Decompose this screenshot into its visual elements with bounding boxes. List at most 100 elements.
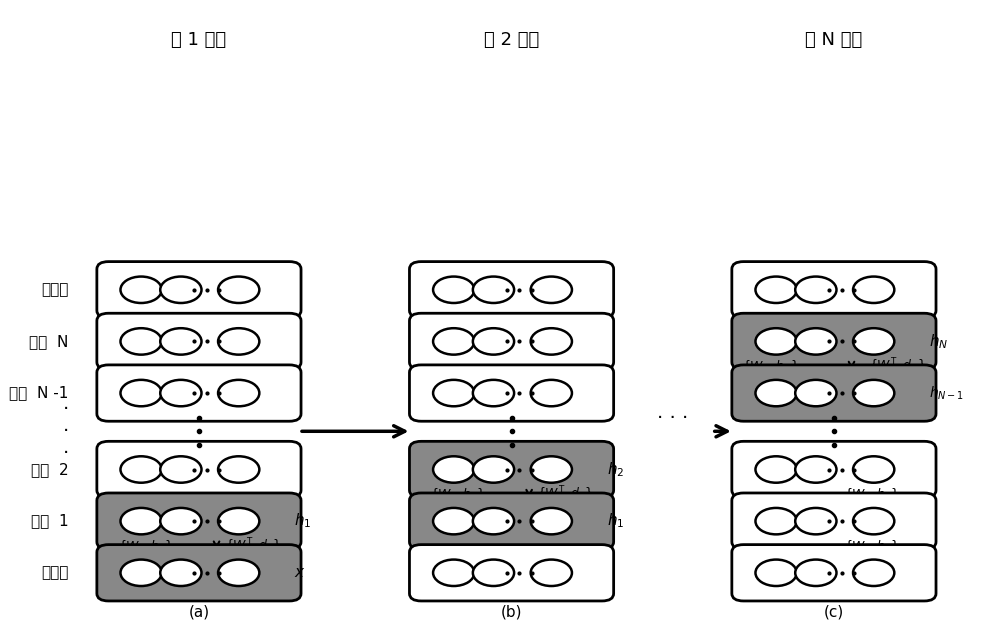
Circle shape xyxy=(160,328,202,355)
Text: 隐层  N: 隐层 N xyxy=(29,334,69,349)
FancyBboxPatch shape xyxy=(732,493,936,550)
Circle shape xyxy=(473,380,514,406)
Text: (a): (a) xyxy=(188,605,210,620)
Circle shape xyxy=(755,277,797,303)
Circle shape xyxy=(795,508,836,535)
FancyBboxPatch shape xyxy=(732,545,936,601)
Text: $\{W_2,b_2\}$: $\{W_2,b_2\}$ xyxy=(430,487,485,503)
Circle shape xyxy=(433,560,474,586)
FancyBboxPatch shape xyxy=(732,313,936,369)
Circle shape xyxy=(120,456,162,483)
Circle shape xyxy=(531,456,572,483)
Circle shape xyxy=(473,508,514,535)
Circle shape xyxy=(853,380,894,406)
Text: $\{W_1,b_1\}$: $\{W_1,b_1\}$ xyxy=(484,550,539,566)
Text: $\{W_1^\mathrm{T},d_1\}$: $\{W_1^\mathrm{T},d_1\}$ xyxy=(225,537,280,557)
Circle shape xyxy=(755,560,797,586)
Text: $\{W_N,b_N\}$: $\{W_N,b_N\}$ xyxy=(742,359,799,376)
FancyBboxPatch shape xyxy=(732,262,936,318)
Circle shape xyxy=(120,277,162,303)
Circle shape xyxy=(531,508,572,535)
Text: 第 2 步：: 第 2 步： xyxy=(484,31,539,49)
Circle shape xyxy=(755,328,797,355)
FancyBboxPatch shape xyxy=(97,493,301,550)
Circle shape xyxy=(160,456,202,483)
Circle shape xyxy=(120,508,162,535)
Circle shape xyxy=(433,456,474,483)
Text: $x$: $x$ xyxy=(294,565,306,580)
Circle shape xyxy=(160,508,202,535)
Circle shape xyxy=(531,560,572,586)
Circle shape xyxy=(160,380,202,406)
Text: (c): (c) xyxy=(824,605,844,620)
Text: 隐层  N -1: 隐层 N -1 xyxy=(9,386,69,401)
FancyBboxPatch shape xyxy=(97,545,301,601)
Circle shape xyxy=(755,456,797,483)
Circle shape xyxy=(433,328,474,355)
Text: $\{W_N^\mathrm{T},d_N\}$: $\{W_N^\mathrm{T},d_N\}$ xyxy=(869,357,926,377)
FancyBboxPatch shape xyxy=(97,441,301,498)
Text: 隐层  2: 隐层 2 xyxy=(31,462,69,477)
FancyBboxPatch shape xyxy=(97,365,301,421)
FancyBboxPatch shape xyxy=(409,262,614,318)
Circle shape xyxy=(473,456,514,483)
Circle shape xyxy=(795,277,836,303)
Circle shape xyxy=(160,277,202,303)
Circle shape xyxy=(218,508,259,535)
Text: $\{W_1,b_1\}$: $\{W_1,b_1\}$ xyxy=(844,539,899,555)
Circle shape xyxy=(853,328,894,355)
Circle shape xyxy=(531,380,572,406)
FancyBboxPatch shape xyxy=(409,313,614,369)
Circle shape xyxy=(218,380,259,406)
FancyBboxPatch shape xyxy=(409,493,614,550)
Circle shape xyxy=(755,508,797,535)
Circle shape xyxy=(120,328,162,355)
Circle shape xyxy=(218,328,259,355)
FancyBboxPatch shape xyxy=(97,262,301,318)
Circle shape xyxy=(531,277,572,303)
Text: 输出层: 输出层 xyxy=(41,282,69,297)
Text: (b): (b) xyxy=(501,605,522,620)
Text: · · ·: · · · xyxy=(657,409,688,428)
Circle shape xyxy=(473,560,514,586)
Circle shape xyxy=(853,508,894,535)
Text: $h_2$: $h_2$ xyxy=(607,460,624,479)
Text: $\{W_2,b_2\}$: $\{W_2,b_2\}$ xyxy=(844,487,899,503)
Text: 隐层  1: 隐层 1 xyxy=(31,514,69,528)
Circle shape xyxy=(795,560,836,586)
Circle shape xyxy=(795,456,836,483)
Text: $h_N$: $h_N$ xyxy=(929,332,948,351)
Circle shape xyxy=(853,456,894,483)
Text: 第 N 步：: 第 N 步： xyxy=(805,31,863,49)
Circle shape xyxy=(433,380,474,406)
Text: $h_1$: $h_1$ xyxy=(294,512,312,530)
FancyBboxPatch shape xyxy=(409,545,614,601)
Circle shape xyxy=(473,277,514,303)
Circle shape xyxy=(531,328,572,355)
Circle shape xyxy=(433,508,474,535)
Circle shape xyxy=(795,380,836,406)
Text: $\{W_2^\mathrm{T},d_2\}$: $\{W_2^\mathrm{T},d_2\}$ xyxy=(537,485,593,505)
FancyBboxPatch shape xyxy=(732,365,936,421)
Circle shape xyxy=(433,277,474,303)
Circle shape xyxy=(795,328,836,355)
Text: $h_{N-1}$: $h_{N-1}$ xyxy=(929,384,964,402)
Circle shape xyxy=(160,560,202,586)
Text: 第 1 步：: 第 1 步： xyxy=(171,31,227,49)
FancyBboxPatch shape xyxy=(409,441,614,498)
Circle shape xyxy=(120,560,162,586)
Text: ·
·
·: · · · xyxy=(63,400,69,463)
Circle shape xyxy=(853,560,894,586)
Circle shape xyxy=(473,328,514,355)
Text: 输入层: 输入层 xyxy=(41,565,69,580)
Circle shape xyxy=(218,277,259,303)
Text: $\{W_1,b_1\}$: $\{W_1,b_1\}$ xyxy=(118,539,173,555)
FancyBboxPatch shape xyxy=(409,365,614,421)
FancyBboxPatch shape xyxy=(97,313,301,369)
Text: $h_1$: $h_1$ xyxy=(607,512,624,530)
FancyBboxPatch shape xyxy=(732,441,936,498)
Circle shape xyxy=(853,277,894,303)
Circle shape xyxy=(218,456,259,483)
Circle shape xyxy=(218,560,259,586)
Circle shape xyxy=(120,380,162,406)
